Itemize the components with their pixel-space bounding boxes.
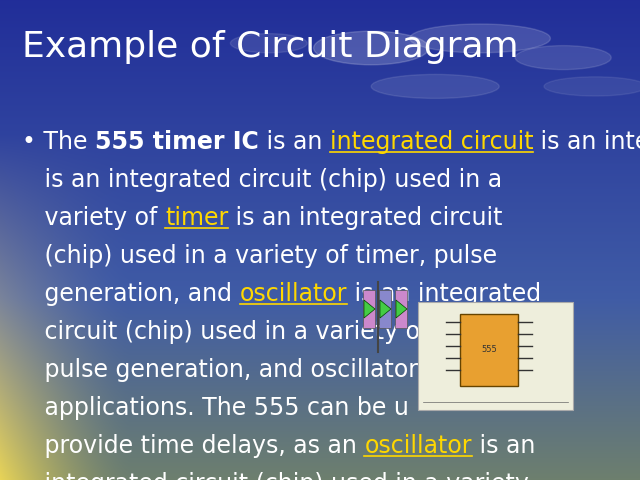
- Ellipse shape: [314, 31, 429, 65]
- Text: timer: timer: [165, 206, 228, 230]
- Text: (chip) used in a variety of timer, pulse: (chip) used in a variety of timer, pulse: [22, 244, 497, 268]
- Ellipse shape: [230, 34, 307, 53]
- Polygon shape: [364, 300, 375, 318]
- Text: pulse generation, and oscillator: pulse generation, and oscillator: [22, 358, 418, 382]
- Text: applications. The 555 can be u: applications. The 555 can be u: [22, 396, 409, 420]
- Text: circuit (chip) used in a variety of timer,: circuit (chip) used in a variety of time…: [22, 320, 506, 344]
- Text: is an integrated circuit: is an integrated circuit: [228, 206, 502, 230]
- Ellipse shape: [410, 24, 550, 53]
- Bar: [363, 290, 375, 328]
- Bar: [395, 290, 407, 328]
- Ellipse shape: [371, 74, 499, 98]
- Text: is an integrated circuit (chip) used in a: is an integrated circuit (chip) used in …: [533, 130, 640, 154]
- Text: provide time delays, as an: provide time delays, as an: [22, 434, 364, 458]
- Text: is an: is an: [259, 130, 330, 154]
- Text: is an: is an: [472, 434, 535, 458]
- Bar: [379, 290, 391, 328]
- Text: generation, and: generation, and: [22, 282, 239, 306]
- Text: integrated circuit: integrated circuit: [330, 130, 533, 154]
- Bar: [460, 314, 518, 386]
- Text: 555 timer IC: 555 timer IC: [95, 130, 259, 154]
- Text: oscillator: oscillator: [239, 282, 347, 306]
- Polygon shape: [396, 300, 407, 318]
- Text: is an integrated circuit (chip) used in a: is an integrated circuit (chip) used in …: [22, 168, 502, 192]
- Text: is an integrated: is an integrated: [347, 282, 541, 306]
- Text: • The: • The: [22, 130, 95, 154]
- Text: Example of Circuit Diagram: Example of Circuit Diagram: [22, 30, 518, 64]
- Bar: [418, 302, 573, 410]
- Text: 555: 555: [481, 346, 497, 355]
- Text: variety of: variety of: [22, 206, 165, 230]
- Text: integrated circuit (chip) used in a variety: integrated circuit (chip) used in a vari…: [22, 472, 529, 480]
- Text: oscillator: oscillator: [364, 434, 472, 458]
- Ellipse shape: [544, 77, 640, 96]
- Ellipse shape: [515, 46, 611, 70]
- Polygon shape: [380, 300, 391, 318]
